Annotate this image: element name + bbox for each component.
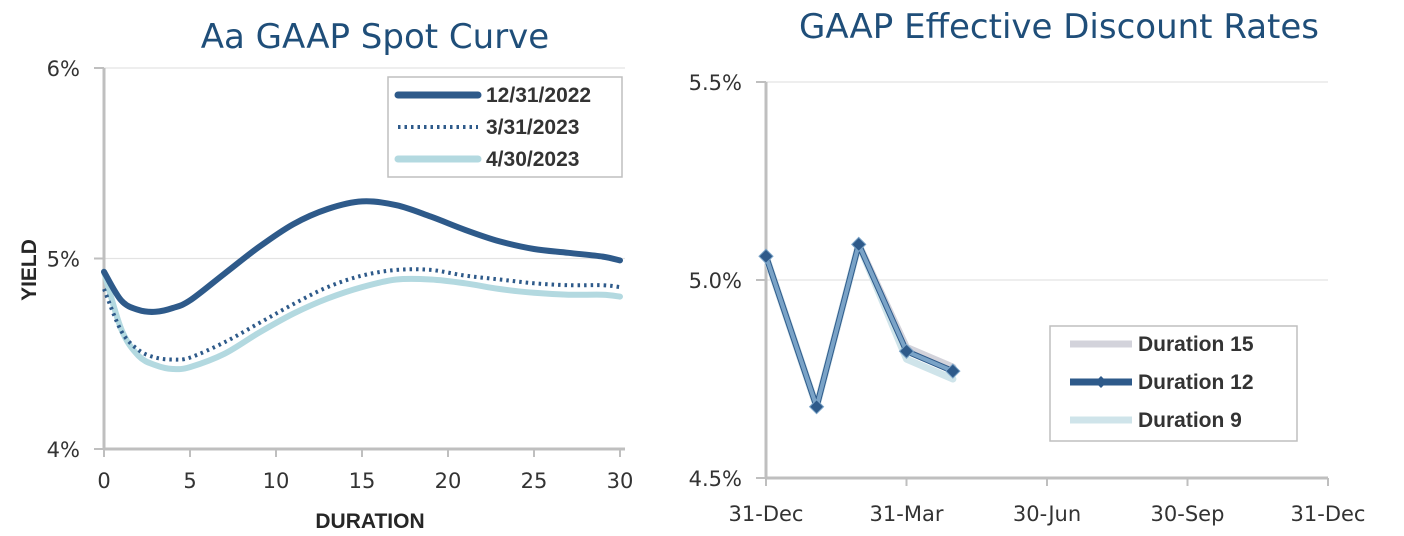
x-tick-label-4: 31-Dec <box>1291 502 1366 526</box>
x-tick-label-1: 31-Mar <box>870 502 944 526</box>
series-line-duration-9 <box>762 240 957 411</box>
spot-curve-chart: Aa GAAP Spot Curve 4% 5% 6% 0 5 10 15 20 25 30 D… <box>18 17 633 533</box>
legend-label-12-31-2022: 12/31/2022 <box>486 84 591 107</box>
legend-label-duration-12: Duration 12 <box>1138 371 1254 394</box>
y-tick-label-6: 6% <box>47 57 80 81</box>
discount-rates-x-ticks: 31-Dec 31-Mar 30-Jun 30-Sep 31-Dec <box>729 478 1366 526</box>
discount-rates-chart: GAAP Effective Discount Rates 4.5% 5.0% 5.… <box>689 7 1366 526</box>
x-tick-label-10: 10 <box>263 469 290 493</box>
y-tick-label-4: 4% <box>47 438 80 462</box>
discount-rates-gridlines <box>756 81 1328 479</box>
spot-curve-gridlines <box>94 67 625 450</box>
data-point-duration-12-2 <box>851 236 867 253</box>
x-tick-label-30: 30 <box>607 469 634 493</box>
series-line-duration-12 <box>763 241 955 410</box>
legend-marker-duration-12 <box>1095 376 1107 388</box>
spot-curve-y-label: YIELD <box>18 239 41 301</box>
x-tick-label-15: 15 <box>349 469 376 493</box>
spot-curve-title: Aa GAAP Spot Curve <box>201 17 549 57</box>
legend-label-3-31-2023: 3/31/2023 <box>486 116 579 139</box>
y-tick-label-5: 5% <box>47 248 80 272</box>
series-line-4-30-2023 <box>101 268 623 373</box>
x-tick-label-0: 0 <box>97 469 110 493</box>
y-tick-label-5.0%: 5.0% <box>689 269 742 293</box>
spot-curve-y-ticks: 4% 5% 6% <box>47 57 80 462</box>
x-tick-label-25: 25 <box>521 469 548 493</box>
x-tick-label-5: 5 <box>183 469 196 493</box>
series-line-12-31-2022 <box>101 198 623 315</box>
discount-rates-y-ticks: 4.5% 5.0% 5.5% <box>689 71 742 491</box>
discount-rates-title: GAAP Effective Discount Rates <box>799 7 1319 47</box>
x-tick-label-2: 30-Jun <box>1013 502 1081 526</box>
spot-curve-x-label: DURATION <box>315 510 424 533</box>
legend-label-duration-15: Duration 15 <box>1138 333 1254 356</box>
legend-label-4-30-2023: 4/30/2023 <box>486 148 579 171</box>
x-tick-label-3: 30-Sep <box>1151 502 1225 526</box>
series-line-3-31-2023 <box>102 267 621 362</box>
spot-curve-series <box>101 198 623 373</box>
y-tick-label-5.5%: 5.5% <box>689 71 742 95</box>
spot-curve-x-ticks: 0 5 10 15 20 25 30 <box>97 449 633 493</box>
spot-curve-legend: 12/31/2022 3/31/2023 4/30/2023 <box>387 76 623 178</box>
data-point-duration-12-1 <box>808 399 825 415</box>
x-tick-label-20: 20 <box>435 469 462 493</box>
data-point-duration-12-3 <box>898 343 915 359</box>
discount-rates-legend: Duration 15 Duration 12 Duration 9 <box>1049 325 1298 442</box>
x-tick-label-0: 31-Dec <box>729 502 804 526</box>
series-line-duration-15 <box>762 240 957 411</box>
series-line-duration-12-highlight <box>764 242 954 409</box>
discount-rates-series <box>758 236 961 415</box>
y-tick-label-4.5%: 4.5% <box>689 467 742 491</box>
data-point-duration-12-0 <box>758 248 774 264</box>
legend-label-duration-9: Duration 9 <box>1138 409 1242 432</box>
data-point-duration-12-4 <box>945 363 961 379</box>
